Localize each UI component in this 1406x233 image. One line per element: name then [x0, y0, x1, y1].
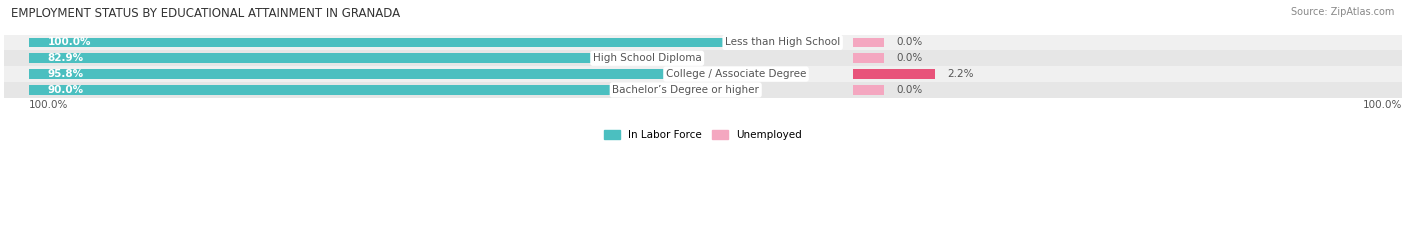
Text: 95.8%: 95.8%	[48, 69, 84, 79]
Text: College / Associate Degree: College / Associate Degree	[666, 69, 806, 79]
Bar	[853, 85, 884, 95]
Text: 100.0%: 100.0%	[30, 100, 69, 110]
Text: 100.0%: 100.0%	[1362, 100, 1402, 110]
Bar	[30, 69, 806, 79]
Text: 0.0%: 0.0%	[897, 85, 922, 95]
Bar	[4, 34, 1402, 50]
Text: 2.2%: 2.2%	[948, 69, 974, 79]
Bar	[30, 85, 759, 95]
Text: EMPLOYMENT STATUS BY EDUCATIONAL ATTAINMENT IN GRANADA: EMPLOYMENT STATUS BY EDUCATIONAL ATTAINM…	[11, 7, 401, 20]
Text: 0.0%: 0.0%	[897, 38, 922, 48]
Text: Bachelor’s Degree or higher: Bachelor’s Degree or higher	[612, 85, 759, 95]
Bar	[30, 38, 841, 47]
Bar	[853, 38, 884, 47]
Text: 90.0%: 90.0%	[48, 85, 84, 95]
Text: 100.0%: 100.0%	[48, 38, 91, 48]
Text: High School Diploma: High School Diploma	[593, 53, 702, 63]
Bar	[30, 53, 702, 63]
Bar	[4, 50, 1402, 66]
Bar	[4, 66, 1402, 82]
Bar	[853, 53, 884, 63]
Text: 0.0%: 0.0%	[897, 53, 922, 63]
Bar	[4, 82, 1402, 98]
Text: Less than High School: Less than High School	[725, 38, 841, 48]
Legend: In Labor Force, Unemployed: In Labor Force, Unemployed	[600, 125, 806, 144]
Text: Source: ZipAtlas.com: Source: ZipAtlas.com	[1291, 7, 1395, 17]
Bar	[853, 69, 935, 79]
Text: 82.9%: 82.9%	[48, 53, 84, 63]
